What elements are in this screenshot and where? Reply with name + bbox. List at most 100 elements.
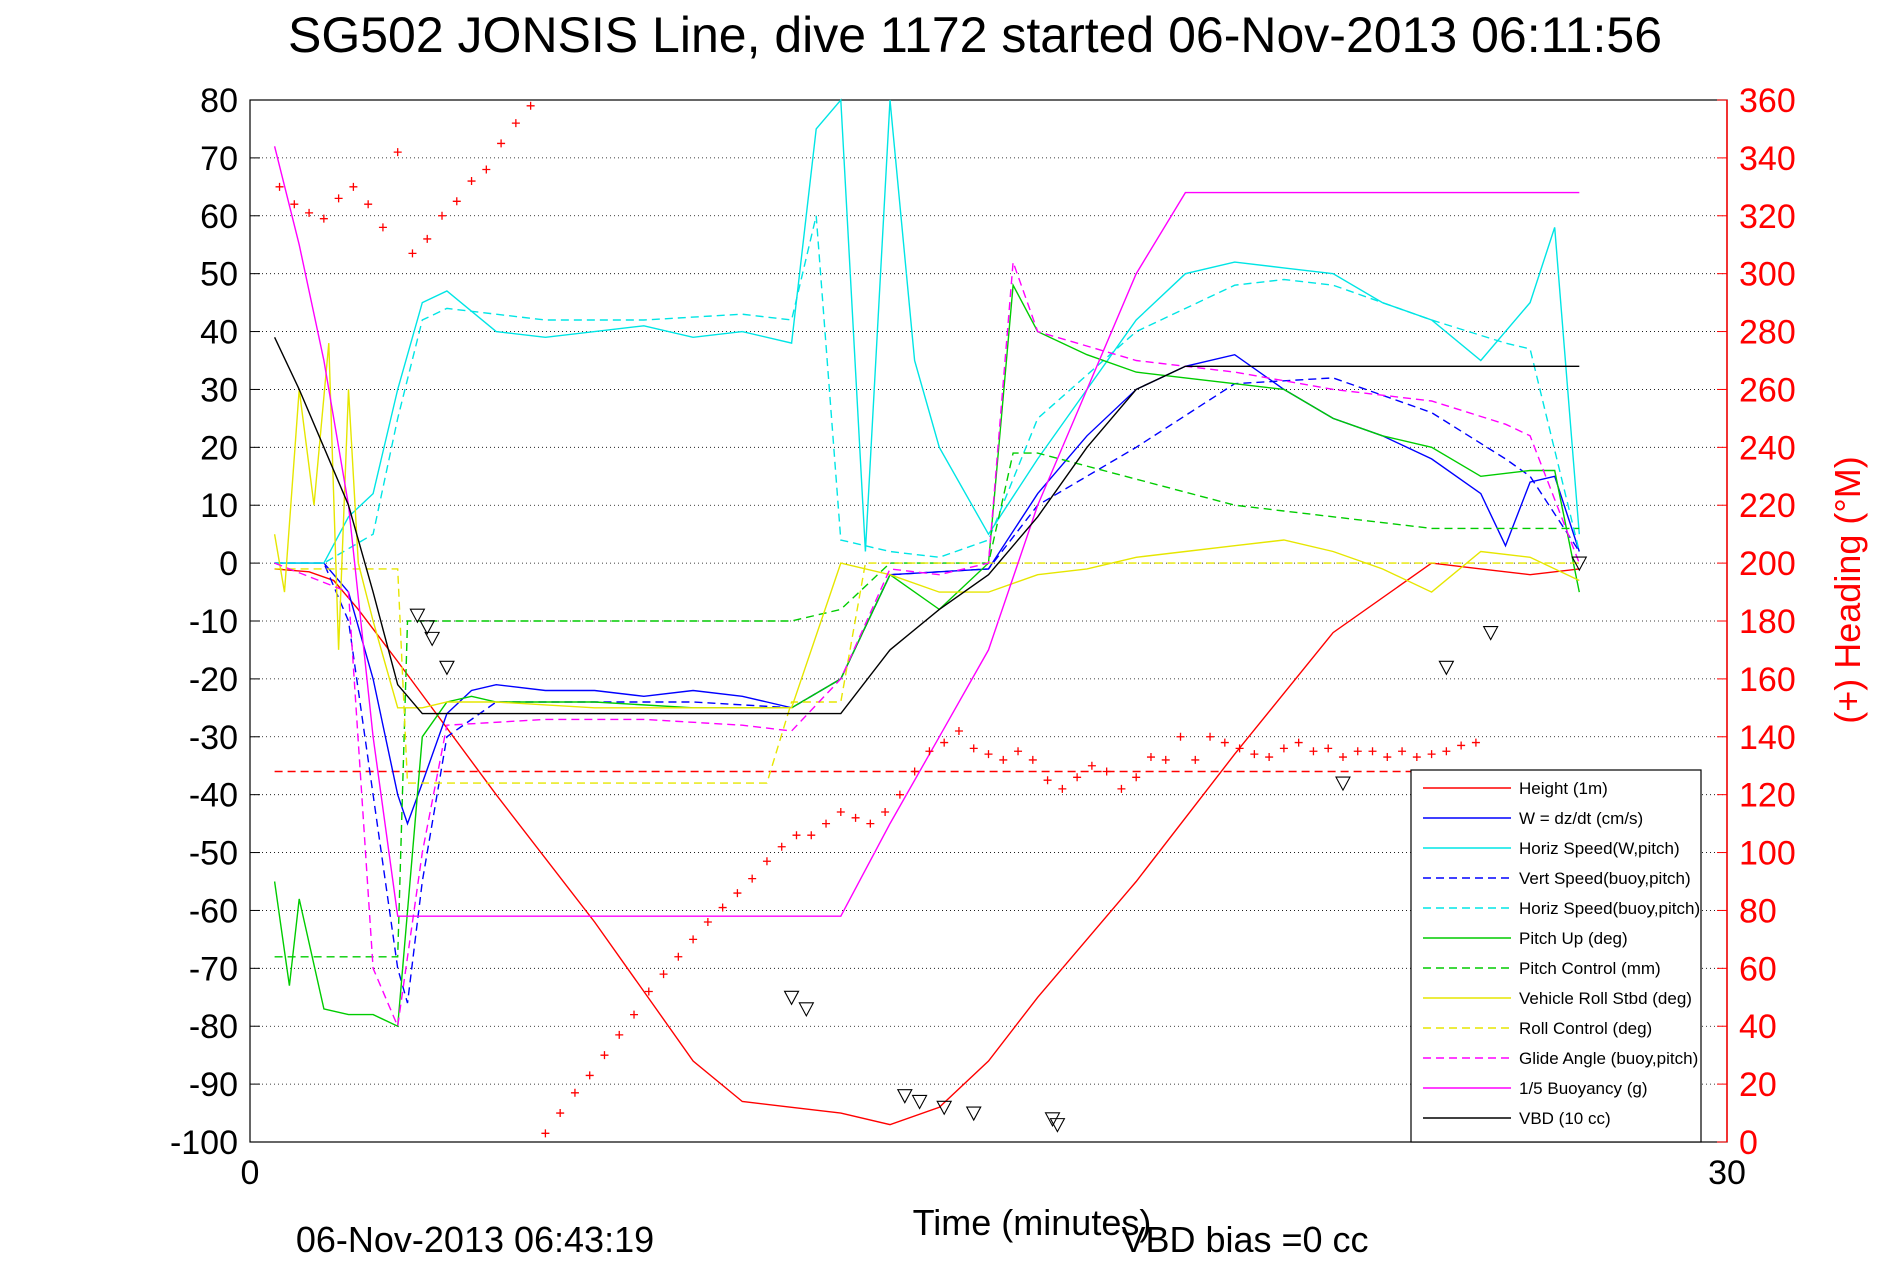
height-marker: [1438, 660, 1455, 676]
heading-point: [1442, 747, 1451, 756]
heading-point: [866, 819, 875, 828]
heading-point: [689, 935, 698, 944]
heading-point: [1383, 753, 1392, 762]
heading-point: [1279, 744, 1288, 753]
series-line: [274, 261, 1580, 1029]
y-right-tick-label: 80: [1739, 892, 1777, 930]
y-right-tick-label: 340: [1739, 140, 1796, 178]
legend-label: Height (1m): [1519, 779, 1608, 798]
heading-point: [925, 747, 934, 756]
series-line: [273, 343, 1580, 709]
timestamp-footer: 06-Nov-2013 06:43:19: [296, 1219, 654, 1260]
y-left-tick-label: 50: [200, 256, 238, 294]
heading-point: [585, 1071, 594, 1080]
y-left-tick-label: 0: [219, 545, 238, 583]
height-marker: [409, 608, 426, 624]
heading-point: [1265, 753, 1274, 762]
heading-point: [1206, 732, 1215, 741]
legend-label: Pitch Up (deg): [1519, 929, 1628, 948]
height-marker: [1049, 1118, 1066, 1133]
series-line: [273, 337, 1580, 715]
y-left-tick-label: -30: [189, 719, 238, 757]
y-left-tick-label: 40: [200, 314, 238, 352]
heading-point: [1368, 747, 1377, 756]
series-layer: [273, 98, 1588, 1138]
heading-point: [910, 767, 919, 776]
y-right-tick-label: 260: [1739, 371, 1796, 409]
heading-point: [1117, 784, 1126, 793]
y-right-tick-label: 100: [1739, 835, 1796, 873]
heading-point: [305, 208, 314, 217]
heading-point: [1471, 738, 1480, 747]
heading-point: [940, 738, 949, 747]
y-right-tick-label: 200: [1739, 545, 1796, 583]
heading-point: [1073, 773, 1082, 782]
series-line: [274, 562, 1580, 1126]
heading-point: [1176, 732, 1185, 741]
y-right-tick-label: 240: [1739, 429, 1796, 467]
heading-point: [1132, 773, 1141, 782]
heading-point: [777, 842, 786, 851]
height-marker: [896, 1089, 913, 1104]
heading-point: [881, 808, 890, 817]
heading-point: [556, 1109, 565, 1118]
chart-title: SG502 JONSIS Line, dive 1172 started 06-…: [288, 7, 1662, 63]
height-marker: [1571, 556, 1588, 572]
heading-point: [393, 148, 402, 157]
heading-point: [349, 182, 358, 191]
heading-point: [364, 200, 373, 209]
legend-label: Roll Control (deg): [1519, 1019, 1652, 1038]
heading-point: [718, 903, 727, 912]
height-marker: [419, 620, 436, 635]
vbd-bias-note: VBD bias =0 cc: [1121, 1219, 1368, 1260]
heading-point: [378, 223, 387, 232]
legend-label: 1/5 Buoyancy (g): [1519, 1079, 1648, 1098]
heading-point: [733, 889, 742, 898]
heading-point: [1102, 767, 1111, 776]
heading-point: [511, 119, 520, 128]
heading-point: [969, 744, 978, 753]
height-marker: [1335, 776, 1351, 792]
y-left-tick-label: -90: [189, 1066, 238, 1104]
heading-point: [452, 197, 461, 206]
heading-point: [822, 819, 831, 828]
heading-point: [319, 214, 328, 223]
heading-point: [497, 139, 506, 148]
legend-label: Glide Angle (buoy,pitch): [1519, 1049, 1698, 1068]
heading-point: [290, 200, 299, 209]
y-right-tick-label: 40: [1739, 1008, 1777, 1046]
heading-point: [659, 970, 668, 979]
x-tick-label: 30: [1708, 1154, 1746, 1192]
y-left-tick-label: 30: [200, 371, 238, 409]
heading-point: [807, 831, 816, 840]
heading-point: [748, 874, 757, 883]
heading-point: [836, 808, 845, 817]
y-left-tick-label: -40: [189, 777, 238, 815]
legend-label: Pitch Control (mm): [1519, 959, 1661, 978]
legend-label: Horiz Speed(buoy,pitch): [1519, 899, 1700, 918]
legend-label: Vert Speed(buoy,pitch): [1519, 869, 1691, 888]
height-marker: [798, 1002, 815, 1018]
heading-point: [570, 1088, 579, 1097]
heading-point: [1043, 776, 1052, 785]
legend-label: W = dz/dt (cm/s): [1519, 809, 1643, 828]
y-right-tick-label: 120: [1739, 777, 1796, 815]
height-marker: [1044, 1112, 1061, 1128]
y-left-tick-label: 20: [200, 429, 238, 467]
y-left-tick-label: -10: [189, 603, 238, 641]
y-right-tick-label: 320: [1739, 198, 1796, 236]
legend: Height (1m) W = dz/dt (cm/s) Horiz Speed(W…: [1410, 769, 1702, 1143]
legend-label: Horiz Speed(W,pitch): [1519, 839, 1680, 858]
heading-point: [1353, 747, 1362, 756]
heading-point: [423, 234, 432, 243]
heading-point: [438, 211, 447, 220]
y-right-tick-label: 220: [1739, 487, 1796, 525]
y-left-tick-label: 70: [200, 140, 238, 178]
y-left-tick-label: -20: [189, 661, 238, 699]
heading-point: [1028, 755, 1037, 764]
series-line: [274, 562, 1580, 784]
height-marker: [936, 1100, 953, 1116]
heading-point: [984, 750, 993, 759]
heading-point: [408, 249, 417, 258]
